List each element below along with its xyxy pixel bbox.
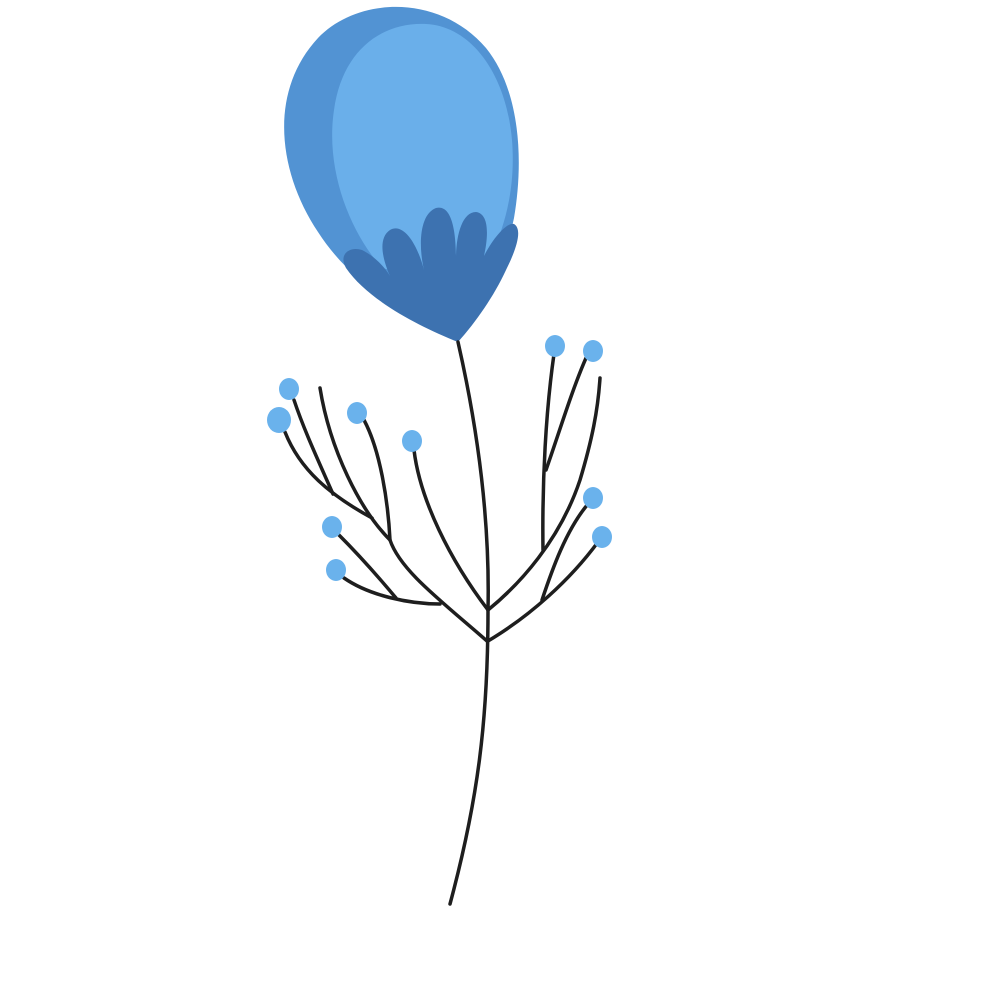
center-twig [412, 448, 490, 612]
left-twig-1 [283, 430, 374, 520]
right-twig-2 [544, 356, 588, 472]
right-branch [486, 376, 602, 612]
left-twig-5 [336, 532, 398, 600]
left-twig-4 [342, 576, 442, 606]
berry [326, 559, 346, 581]
berry [267, 407, 291, 433]
left-twig-3 [362, 418, 392, 542]
berry [583, 340, 603, 362]
stem-group [283, 340, 602, 906]
right-twig-1 [541, 352, 556, 552]
right-twig-3 [486, 540, 600, 643]
flower-head [284, 6, 519, 343]
berry [592, 526, 612, 548]
berry [322, 516, 342, 538]
berry [279, 378, 299, 400]
berry [347, 402, 367, 424]
sepal-cup [343, 207, 519, 342]
main-stem [448, 340, 490, 906]
berry [583, 487, 603, 509]
left-branch [318, 386, 489, 643]
berries [267, 335, 612, 581]
petal-inner [332, 23, 513, 273]
right-twig-4 [540, 502, 590, 602]
left-twig-2 [292, 398, 335, 496]
berry [545, 335, 565, 357]
berry [402, 430, 422, 452]
